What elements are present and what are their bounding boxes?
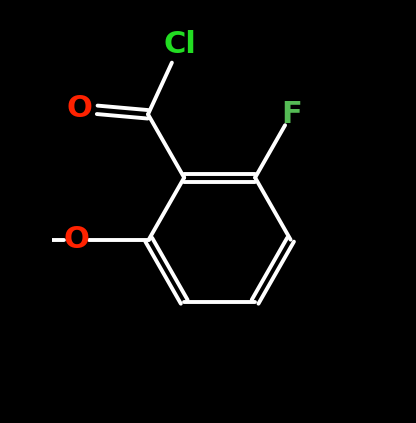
Text: F: F [281, 100, 302, 129]
Text: O: O [67, 94, 92, 123]
Text: Cl: Cl [163, 30, 196, 59]
Text: O: O [63, 225, 89, 254]
